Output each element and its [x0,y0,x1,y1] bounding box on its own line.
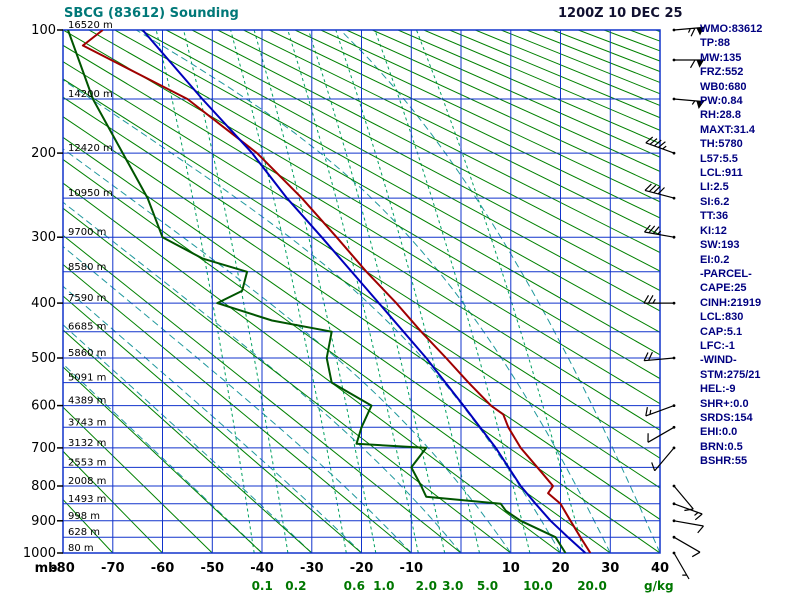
stat-line: WMO:83612 [700,23,763,35]
svg-text:0.6: 0.6 [344,579,365,593]
stat-line: EHI:0.0 [700,426,738,439]
svg-text:6685 m: 6685 m [68,322,106,333]
stat-line: LCL:830 [700,311,744,324]
stat-line: KI:12 [700,224,727,237]
svg-text:g/kg: g/kg [644,579,674,593]
svg-text:2553 m: 2553 m [68,457,106,468]
svg-text:400: 400 [31,296,56,311]
svg-text:900: 900 [31,514,56,529]
profile-curves [67,30,592,553]
svg-text:628 m: 628 m [68,527,100,538]
svg-text:-10: -10 [400,561,424,576]
stat-line: MW:135 [700,51,742,64]
dry-adiabats [63,30,660,553]
svg-text:1493 m: 1493 m [68,494,106,505]
svg-text:-70: -70 [101,561,125,576]
stat-line: CAPE:25 [700,282,747,295]
stat-line: RH:28.8 [700,109,741,122]
stat-line: LCL:911 [700,167,743,180]
svg-text:14200 m: 14200 m [68,89,113,100]
stat-line: -PARCEL- [700,267,752,280]
svg-text:40: 40 [651,561,669,576]
svg-text:-60: -60 [151,561,175,576]
stat-line: L57:5.5 [700,152,738,165]
svg-text:3.0: 3.0 [442,579,463,593]
stat-line: HEL:-9 [700,383,736,396]
svg-text:800: 800 [31,479,56,494]
svg-text:20: 20 [551,561,569,576]
stat-line: MAXT:31.4 [700,123,756,136]
stat-line: STM:275/21 [700,368,761,381]
stat-line: WB0:680 [700,80,747,93]
stat-line: TP:88 [700,37,730,50]
stat-line: LFC:-1 [700,339,735,352]
svg-text:5.0: 5.0 [477,579,498,593]
grid-lines [62,29,661,554]
svg-text:16520 m: 16520 m [68,20,113,31]
stat-line: SHR+:0.0 [700,397,749,410]
stat-line: FRZ:552 [700,66,744,79]
svg-text:998 m: 998 m [68,511,100,522]
svg-text:-20: -20 [350,561,374,576]
stat-line: -WIND- [700,354,737,367]
svg-text:8580 m: 8580 m [68,262,106,273]
wind-barbs [643,26,704,580]
stat-line: SW:193 [700,239,740,252]
svg-text:-30: -30 [300,561,324,576]
sounding-datetime: 1200Z 10 DEC 25 [558,6,683,21]
svg-text:0.1: 0.1 [252,579,273,593]
svg-text:600: 600 [31,399,56,414]
station-title: SBCG (83612) Sounding [64,6,239,21]
svg-text:500: 500 [31,351,56,366]
stat-line: EI:0.2 [700,253,730,266]
svg-text:5091 m: 5091 m [68,373,106,384]
svg-text:4389 m: 4389 m [68,396,106,407]
svg-text:200: 200 [31,146,56,161]
svg-text:2.0: 2.0 [416,579,437,593]
axis-labels: 100 200 300 400 500 600 700 800 900 1000 16520 m 14… [23,20,674,593]
stat-line: CAP:5.1 [700,325,743,338]
svg-text:10: 10 [502,561,520,576]
svg-text:-40: -40 [250,561,274,576]
svg-text:2008 m: 2008 m [68,476,106,487]
stat-line: TT:36 [700,210,729,223]
svg-text:100: 100 [31,23,56,38]
svg-text:0.2: 0.2 [285,579,306,593]
stat-line: BSHR:55 [700,455,748,468]
stat-line: TH:5780 [700,138,743,151]
svg-text:3743 m: 3743 m [68,417,106,428]
stat-line: LI:2.5 [700,181,729,194]
svg-text:12420 m: 12420 m [68,143,113,154]
plot-frame [62,29,661,554]
svg-text:10950 m: 10950 m [68,188,113,199]
svg-text:5860 m: 5860 m [68,348,106,359]
indices-panel: WMO:83612 TP:88 MW:135 FRZ:552 WB0:680 PW:0.8… [700,22,762,469]
stat-line: SI:6.2 [700,195,730,208]
svg-text:7590 m: 7590 m [68,293,106,304]
svg-text:1000: 1000 [23,546,56,561]
svg-text:80 m: 80 m [68,543,94,554]
stat-line: BRN:0.5 [700,440,743,453]
stat-line: CINH:21919 [700,296,762,309]
svg-text:20.0: 20.0 [577,579,607,593]
svg-text:700: 700 [31,441,56,456]
stat-line: PW:0.84 [700,95,743,108]
svg-text:30: 30 [601,561,619,576]
svg-text:9700 m: 9700 m [68,227,106,238]
svg-text:300: 300 [31,230,56,245]
svg-text:3132 m: 3132 m [68,438,106,449]
svg-text:mb: mb [35,561,58,576]
svg-text:-50: -50 [201,561,225,576]
svg-text:10.0: 10.0 [523,579,553,593]
svg-text:-80: -80 [51,561,75,576]
svg-text:1.0: 1.0 [373,579,394,593]
stat-line: SRDS:154 [700,411,753,424]
